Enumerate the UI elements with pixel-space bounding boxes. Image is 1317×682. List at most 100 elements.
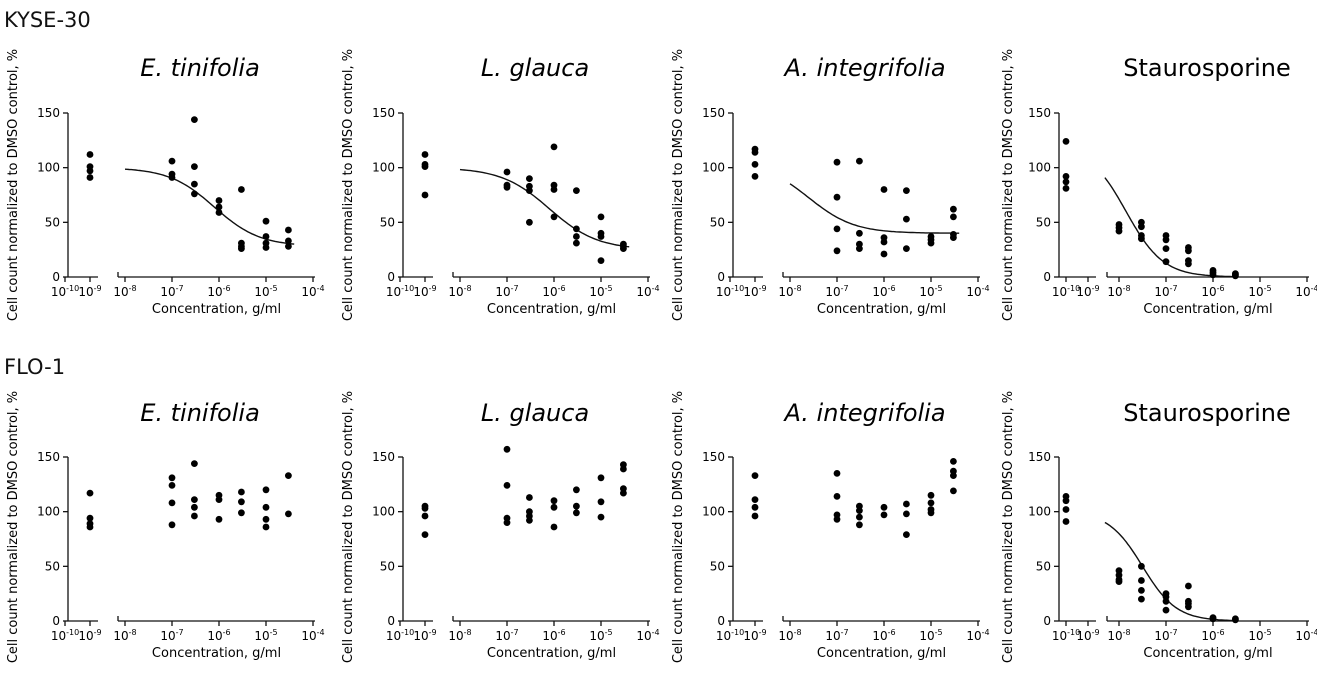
panel-title: A. integrifolia bbox=[782, 399, 945, 427]
data-point bbox=[191, 190, 198, 198]
x-tick-label: 10-4 bbox=[636, 284, 659, 299]
x-tick-label: 10-10 bbox=[1052, 284, 1080, 299]
data-point bbox=[238, 186, 245, 193]
data-point bbox=[238, 498, 245, 506]
y-axis-label: Cell count normalized to DMSO control, % bbox=[671, 391, 686, 663]
data-point bbox=[903, 510, 910, 518]
data-point bbox=[903, 187, 910, 195]
data-point bbox=[215, 203, 223, 211]
x-tick-label: 10-10 bbox=[386, 628, 414, 643]
x-tick-label: 10-6 bbox=[872, 284, 895, 299]
data-point bbox=[573, 509, 580, 517]
data-point bbox=[168, 174, 176, 181]
data-point bbox=[880, 238, 888, 246]
chart-panel-kyse30-a-integrifolia: 0 50 100 150 10-10 10-9 10-8 10-7 10-6 10-5 10-4 Co… bbox=[671, 49, 990, 321]
data-point bbox=[262, 515, 270, 523]
data-point bbox=[191, 503, 198, 511]
data-point bbox=[1185, 247, 1192, 255]
data-point bbox=[526, 218, 533, 226]
x-tick-label: 10-4 bbox=[966, 628, 989, 643]
data-point bbox=[751, 149, 759, 156]
data-point bbox=[503, 183, 511, 191]
data-point bbox=[833, 193, 841, 201]
x-tick-label: 10-7 bbox=[495, 284, 518, 299]
data-point bbox=[950, 213, 957, 221]
data-point bbox=[880, 503, 888, 511]
data-point bbox=[1062, 173, 1070, 180]
data-point bbox=[833, 515, 841, 523]
data-point bbox=[903, 500, 910, 508]
y-tick-label: 100 bbox=[702, 505, 725, 519]
data-point bbox=[285, 237, 292, 245]
x-tick-label: 10-10 bbox=[51, 628, 79, 643]
x-tick-label: 10-9 bbox=[413, 284, 436, 299]
data-point bbox=[880, 186, 888, 193]
x-tick-label: 10-7 bbox=[160, 284, 183, 299]
data-point bbox=[1185, 260, 1192, 268]
x-tick-label: 10-9 bbox=[78, 284, 101, 299]
data-point bbox=[550, 143, 558, 151]
x-tick-label: 10-4 bbox=[966, 284, 989, 299]
y-tick-label: 50 bbox=[45, 559, 60, 573]
data-point bbox=[573, 502, 580, 510]
data-point bbox=[238, 245, 245, 253]
data-point bbox=[526, 494, 533, 501]
x-tick-label: 10-7 bbox=[160, 628, 183, 643]
data-point bbox=[573, 486, 580, 494]
data-point bbox=[550, 503, 558, 511]
x-axis-label: Concentration, g/ml bbox=[1143, 646, 1272, 661]
data-point bbox=[421, 512, 429, 520]
data-point bbox=[1162, 245, 1170, 253]
y-tick-label: 0 bbox=[1043, 614, 1051, 628]
data-point bbox=[751, 503, 759, 511]
data-point bbox=[927, 509, 935, 517]
data-point bbox=[950, 234, 957, 242]
panel-title: Staurosporine bbox=[1123, 54, 1291, 82]
x-tick-label: 10-7 bbox=[825, 628, 848, 643]
y-tick-label: 50 bbox=[1036, 559, 1051, 573]
data-point bbox=[191, 512, 198, 520]
x-tick-label: 10-5 bbox=[254, 284, 277, 299]
data-point bbox=[421, 191, 429, 199]
data-point bbox=[950, 205, 957, 213]
y-tick-label: 50 bbox=[710, 215, 725, 229]
y-tick-label: 50 bbox=[710, 559, 725, 573]
y-axis-label: Cell count normalized to DMSO control, % bbox=[341, 391, 356, 663]
fit-curve bbox=[1104, 521, 1237, 622]
panel-title: L. glauca bbox=[481, 399, 589, 427]
data-point bbox=[597, 213, 605, 221]
data-point bbox=[620, 245, 627, 253]
data-point bbox=[168, 157, 176, 165]
x-tick-label: 10-7 bbox=[1154, 284, 1177, 299]
x-tick-label: 10-6 bbox=[207, 628, 230, 643]
y-tick-label: 50 bbox=[380, 559, 395, 573]
x-tick-label: 10-6 bbox=[207, 284, 230, 299]
x-tick-label: 10-4 bbox=[301, 628, 324, 643]
x-axis-label: Concentration, g/ml bbox=[487, 302, 616, 317]
data-point bbox=[620, 465, 627, 473]
data-point bbox=[1138, 577, 1145, 584]
data-point bbox=[86, 489, 94, 497]
data-point bbox=[168, 474, 176, 482]
y-tick-label: 150 bbox=[702, 106, 725, 120]
data-point bbox=[597, 498, 605, 506]
y-axis-label: Cell count normalized to DMSO control, % bbox=[1001, 391, 1016, 663]
x-tick-label: 10-6 bbox=[872, 628, 895, 643]
data-point bbox=[950, 458, 957, 465]
x-tick-label: 10-6 bbox=[1201, 284, 1224, 299]
data-point bbox=[833, 470, 841, 477]
y-tick-label: 0 bbox=[717, 614, 725, 628]
data-point bbox=[285, 510, 292, 518]
data-point bbox=[1062, 506, 1070, 513]
data-point bbox=[597, 233, 605, 240]
data-point bbox=[168, 499, 176, 507]
x-tick-label: 10-10 bbox=[1052, 628, 1080, 643]
data-point bbox=[421, 531, 429, 538]
data-point bbox=[903, 215, 910, 223]
row-label-flo1: FLO-1 bbox=[4, 355, 66, 379]
panel-title: E. tinifolia bbox=[140, 54, 260, 82]
x-tick-label: 10-10 bbox=[386, 284, 414, 299]
y-tick-label: 150 bbox=[702, 450, 725, 464]
data-point bbox=[950, 472, 957, 479]
y-tick-label: 50 bbox=[1036, 215, 1051, 229]
